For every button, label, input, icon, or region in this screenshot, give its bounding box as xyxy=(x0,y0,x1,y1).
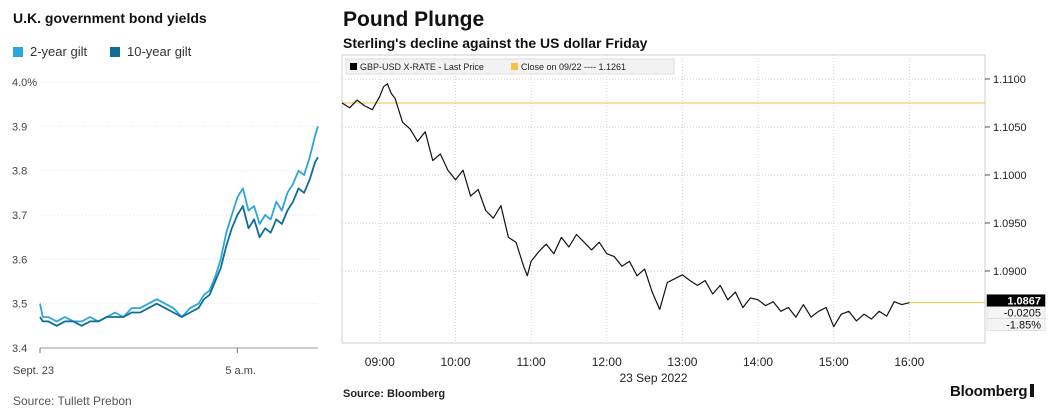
left-y-tick-label: 3.6 xyxy=(12,254,27,266)
right-x-tick-label: 14:00 xyxy=(743,355,773,369)
right-x-tick-label: 12:00 xyxy=(592,355,622,369)
left-chart-source: Source: Tullett Prebon xyxy=(13,394,132,408)
right-y-tick-label: 1.1100 xyxy=(993,74,1026,86)
legend-swatch-10-year xyxy=(110,47,120,57)
legend-label-last-price: GBP-USD X-RATE - Last Price xyxy=(360,62,484,72)
bloomberg-mark-icon xyxy=(1030,384,1035,397)
legend-label-close: Close on 09/22 ---- 1.1261 xyxy=(521,62,626,72)
right-y-tick-label: 1.1050 xyxy=(993,122,1027,134)
legend-label-10-year: 10-year gilt xyxy=(127,44,192,59)
gbp-usd-price-line xyxy=(341,83,910,328)
right-y-tick-label: 1.1000 xyxy=(993,170,1027,182)
badge-change-pct-box xyxy=(986,318,1046,331)
legend-swatch-close xyxy=(511,63,518,70)
right-chart-title: Pound Plunge xyxy=(343,8,485,31)
series-10-year-gilt-line xyxy=(39,156,319,327)
bond-yield-chart: 3.4 3.5 3.6 3.7 3.8 3.9 4.0% Sept. 23 5 a.m. xyxy=(12,77,319,377)
badge-last-price: 1.0867 xyxy=(1007,296,1041,308)
left-chart-title: U.K. government bond yields xyxy=(13,10,207,26)
legend-item-2-year: 2-year gilt xyxy=(13,44,87,59)
right-x-tick-label: 09:00 xyxy=(365,355,395,369)
legend-item-10-year: 10-year gilt xyxy=(110,44,191,59)
right-x-tick-label: 10:00 xyxy=(440,355,470,369)
right-legend-box xyxy=(345,58,675,75)
right-y-tick-label: 1.0950 xyxy=(993,218,1027,230)
legend-label-2-year: 2-year gilt xyxy=(30,44,88,59)
left-x-tick-label: Sept. 23 xyxy=(13,365,54,377)
bloomberg-logo: Bloomberg xyxy=(950,383,1035,400)
left-x-tick-label: 5 a.m. xyxy=(225,365,256,377)
right-x-tick-label: 13:00 xyxy=(667,355,697,369)
left-y-tick-label: 3.7 xyxy=(12,210,27,222)
x-axis-date-label: 23 Sep 2022 xyxy=(619,371,687,385)
series-2-year-gilt-line xyxy=(39,126,319,323)
left-y-tick-label: 4.0% xyxy=(12,77,37,89)
right-x-tick-label: 15:00 xyxy=(819,355,849,369)
left-y-tick-label: 3.4 xyxy=(12,343,27,355)
left-y-tick-label: 3.9 xyxy=(12,121,27,133)
right-chart-subtitle: Sterling's decline against the US dollar… xyxy=(343,35,648,51)
right-chart-source: Source: Bloomberg xyxy=(343,388,446,400)
badge-change-pct: -1.85% xyxy=(1006,320,1041,332)
right-legend: GBP-USD X-RATE - Last Price Close on 09/2… xyxy=(345,58,675,75)
right-y-tick-label: 1.0900 xyxy=(993,266,1027,278)
bloomberg-wordmark: Bloomberg xyxy=(950,383,1028,400)
left-y-tick-label: 3.8 xyxy=(12,166,27,178)
gbp-usd-chart: 1.0900 1.0950 1.1000 1.1050 1.1100 09:00 10:00… xyxy=(341,54,1046,385)
legend-swatch-2-year xyxy=(13,47,23,57)
legend-swatch-last-price xyxy=(350,63,357,70)
right-x-tick-label: 11:00 xyxy=(517,355,546,369)
plot-area xyxy=(341,54,986,344)
right-x-tick-label: 16:00 xyxy=(894,355,924,369)
left-y-tick-label: 3.5 xyxy=(12,299,27,311)
badge-change: -0.0205 xyxy=(1004,308,1041,320)
